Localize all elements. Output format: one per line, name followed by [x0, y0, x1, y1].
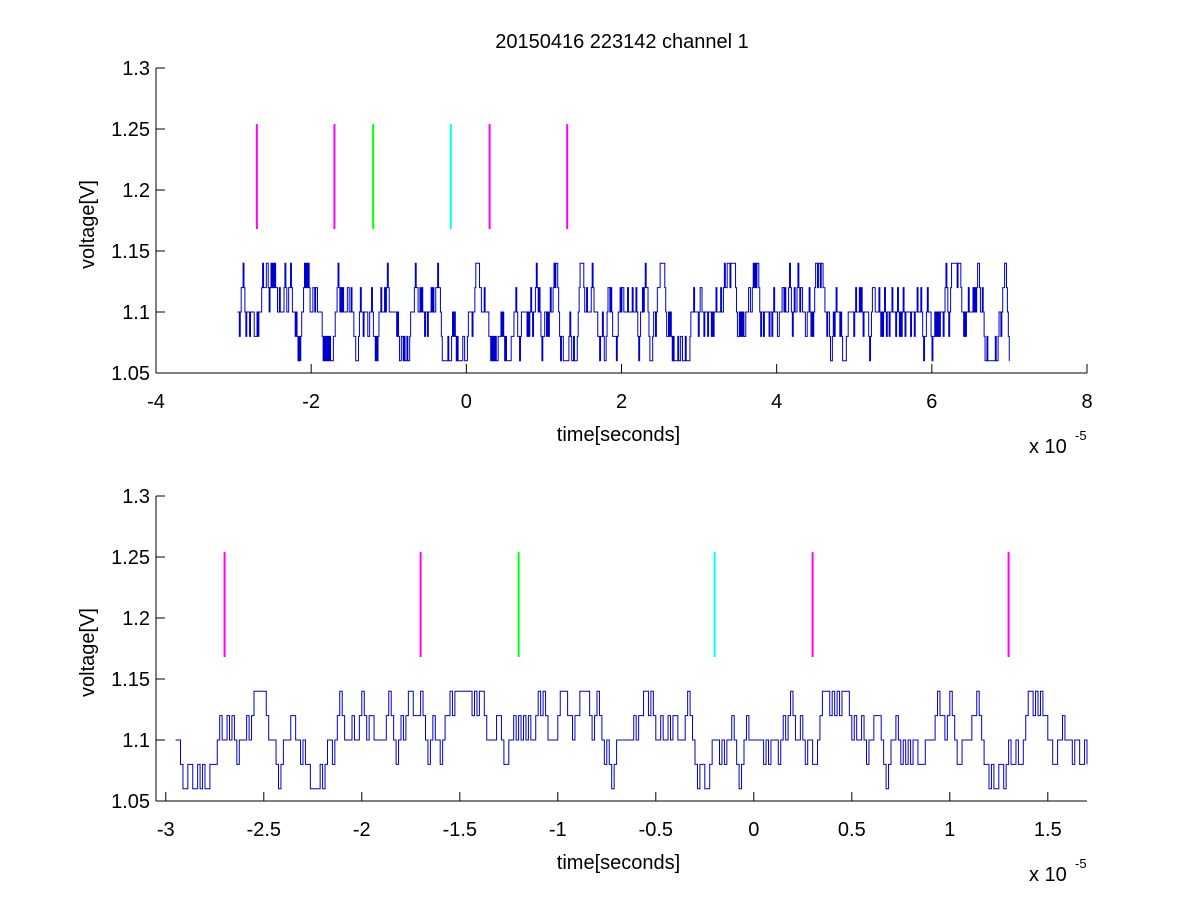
- x-tick-label: 0: [748, 819, 759, 841]
- x-tick-label: -0.5: [639, 819, 673, 841]
- bottom-plot: 1.05 1.1 1.15 1.2 1.25 1.3 -3 -2.5 -2 -1.5 -1 -0.5 0…: [77, 486, 1088, 886]
- x-tick-label: -1: [549, 819, 567, 841]
- y-tick-label: 1.15: [111, 241, 150, 263]
- x-tick-label: 1: [944, 819, 955, 841]
- signal-trace: [237, 262, 1010, 362]
- x-tick-label: 6: [926, 391, 937, 413]
- x-tick-label: -3: [157, 819, 175, 841]
- figure-title: 20150416 223142 channel 1: [495, 31, 749, 53]
- x-tick-label: -4: [147, 391, 165, 413]
- signal-trace: [175, 690, 1088, 790]
- x-tick-label: 0: [461, 391, 472, 413]
- top-plot: 1.05 1.1 1.15 1.2 1.25 1.3 -4 -2 0 2 4 6 8 time[secon…: [77, 58, 1093, 458]
- x-tick-label: -2: [353, 819, 371, 841]
- y-tick-label: 1.25: [111, 547, 150, 569]
- x-axis-label: time[seconds]: [557, 852, 680, 874]
- x-axis-exponent: -5: [1075, 428, 1087, 443]
- y-tick-label: 1.15: [111, 669, 150, 691]
- y-tick-label: 1.25: [111, 119, 150, 141]
- x-axis-exponent: -5: [1075, 856, 1087, 871]
- x-axis-multiplier: x 10: [1029, 436, 1067, 458]
- x-tick-label: 8: [1081, 391, 1092, 413]
- x-tick-label: -1.5: [443, 819, 477, 841]
- y-tick-label: 1.05: [111, 363, 150, 385]
- x-tick-label: 2: [616, 391, 627, 413]
- y-tick-label: 1.1: [122, 730, 150, 752]
- x-tick-label: 0.5: [838, 819, 866, 841]
- y-tick-label: 1.3: [122, 486, 150, 508]
- y-tick-label: 1.2: [122, 180, 150, 202]
- y-tick-label: 1.05: [111, 791, 150, 813]
- x-tick-label: -2: [302, 391, 320, 413]
- y-tick-label: 1.3: [122, 58, 150, 80]
- y-tick-label: 1.2: [122, 608, 150, 630]
- y-tick-label: 1.1: [122, 302, 150, 324]
- x-axis-multiplier: x 10: [1029, 864, 1067, 886]
- x-tick-label: 1.5: [1034, 819, 1062, 841]
- y-axis-label: voltage[V]: [77, 180, 99, 269]
- y-axis-label: voltage[V]: [77, 608, 99, 697]
- x-tick-label: -2.5: [247, 819, 281, 841]
- x-tick-label: 4: [771, 391, 782, 413]
- x-axis-label: time[seconds]: [557, 424, 680, 446]
